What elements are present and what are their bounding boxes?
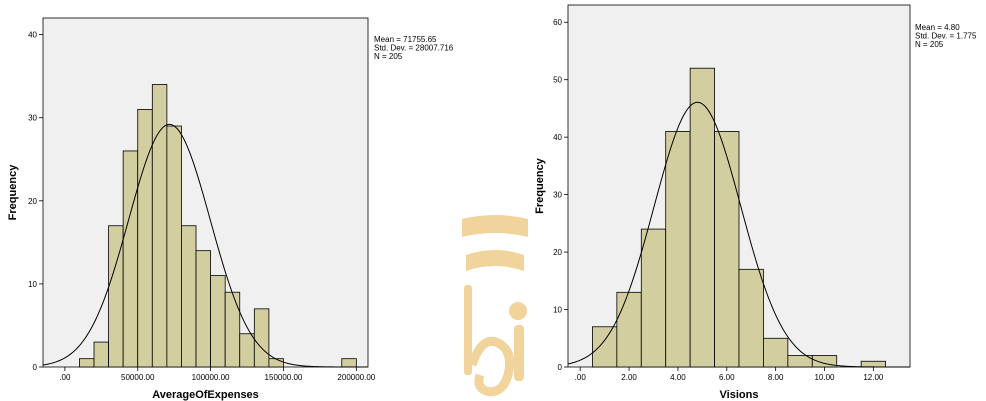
normal-curve: [42, 123, 368, 368]
y-tick-label: 0: [558, 363, 563, 372]
histogram-bar: [210, 275, 226, 368]
histogram-bar: [640, 228, 667, 368]
histogram-bar: [253, 308, 270, 368]
histogram-bar: [151, 84, 168, 368]
histogram-bar: [79, 358, 95, 368]
y-axis-title: Frequency: [534, 157, 546, 214]
histogram-visions: 0 10 20 30 40 50 60 .00 2.00 4.00 6.00 8.00 10.00 12.…: [534, 4, 977, 401]
histogram-bar: [181, 225, 197, 368]
x-axis-title: Visions: [720, 389, 759, 401]
histogram-bar: [665, 131, 691, 368]
y-tick-label: 10: [28, 280, 37, 289]
x-tick-label: 2.00: [621, 373, 637, 382]
university-seal-watermark: [462, 215, 528, 397]
histogram-bar: [93, 341, 109, 368]
x-tick-label: 6.00: [719, 373, 735, 382]
histogram-bar: [137, 109, 153, 368]
histogram-bar: [166, 125, 182, 368]
x-tick-label: 50000.00: [121, 373, 155, 382]
y-tick-label: 30: [28, 114, 37, 123]
x-axis-title: AverageOfExpenses: [152, 389, 259, 401]
x-tick-label: 12.00: [863, 373, 884, 382]
y-tick-label: 50: [553, 76, 562, 85]
histogram-bar: [689, 67, 715, 368]
histogram-bar: [763, 337, 789, 368]
stats-label: N = 205: [374, 52, 403, 61]
histogram-average-of-expenses: 0 10 20 30 40 .00 50000.00 100000.00 150000.00 20…: [7, 17, 454, 401]
stats-label: N = 205: [915, 40, 944, 49]
stats-label: Std. Dev. = 1.775: [915, 32, 977, 41]
y-tick-label: 0: [33, 363, 38, 372]
x-tick-label: 150000.00: [265, 373, 303, 382]
histogram-bar: [239, 333, 255, 368]
y-axis-title: Frequency: [7, 164, 19, 221]
histogram-bar: [738, 268, 764, 368]
histogram-bar: [860, 360, 886, 368]
y-tick-label: 40: [553, 133, 562, 142]
y-tick-label: 40: [28, 31, 37, 40]
x-tick-label: 8.00: [768, 373, 784, 382]
normal-curve: [567, 101, 910, 368]
y-tick-label: 60: [553, 18, 562, 27]
stats-label: Mean = 4.80: [915, 23, 960, 32]
histogram-bar: [592, 326, 618, 368]
x-tick-label: .00: [59, 373, 71, 382]
x-tick-label: 4.00: [670, 373, 686, 382]
y-tick-label: 30: [553, 191, 562, 200]
histogram-bar: [714, 131, 740, 368]
histogram-bar: [268, 358, 284, 368]
histogram-bar: [616, 291, 642, 368]
x-tick-label: 100000.00: [192, 373, 230, 382]
stats-label: Mean = 71755.65: [374, 35, 437, 44]
y-tick-label: 20: [553, 248, 562, 257]
stats-label: Std. Dev. = 28007.716: [374, 44, 454, 53]
histogram-bar: [341, 358, 357, 368]
x-tick-label: .00: [575, 373, 587, 382]
y-tick-label: 10: [553, 306, 562, 315]
histogram-bar: [224, 291, 241, 368]
x-tick-label: 200000.00: [337, 373, 375, 382]
x-tick-label: 10.00: [814, 373, 835, 382]
y-tick-label: 20: [28, 197, 37, 206]
histogram-bar: [122, 150, 139, 368]
histogram-bar: [195, 250, 212, 368]
